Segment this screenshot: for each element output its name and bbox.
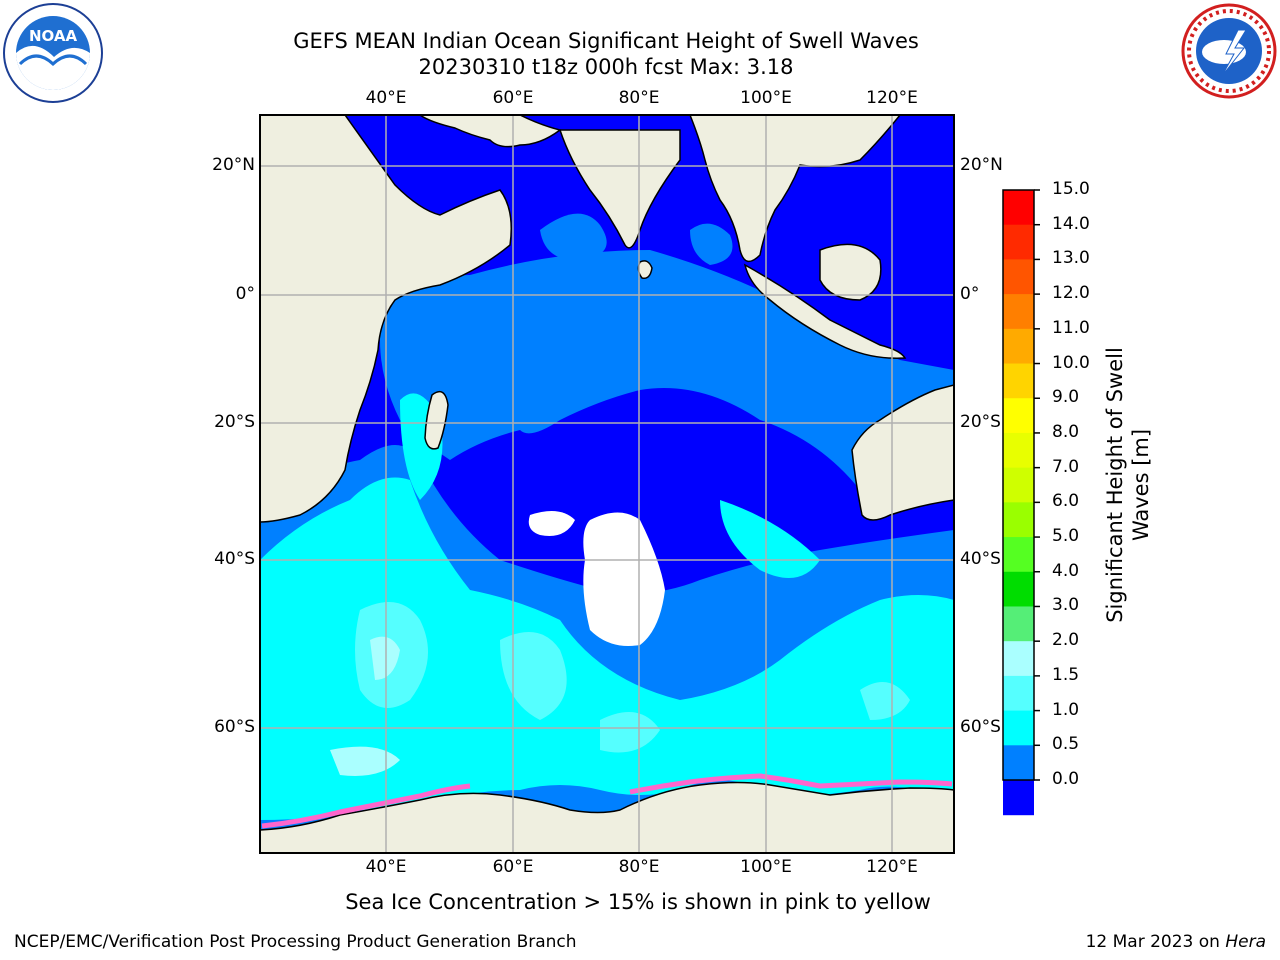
colorbar-swatch bbox=[1003, 259, 1034, 295]
colorbar-tick-label: 11.0 bbox=[1052, 317, 1090, 338]
colorbar-frame bbox=[1002, 189, 1035, 781]
colorbar-swatch bbox=[1003, 675, 1034, 712]
colorbar-swatch bbox=[1003, 745, 1034, 781]
colorbar-swatch bbox=[1003, 571, 1034, 607]
colorbar-swatch bbox=[1003, 537, 1034, 573]
lon-label-bottom: 100°E bbox=[740, 857, 792, 877]
colorbar-title: Significant Height of Swell Waves [m] bbox=[1102, 347, 1154, 623]
colorbar-tick-label: 14.0 bbox=[1052, 213, 1090, 234]
map-frame bbox=[259, 114, 955, 854]
map-subtitle: 20230310 t18z 000h fcst Max: 3.18 bbox=[418, 55, 794, 79]
sea-ice-note: Sea Ice Concentration > 15% is shown in … bbox=[345, 890, 931, 914]
colorbar-swatch bbox=[1003, 780, 1034, 816]
colorbar-tick-label: 7.0 bbox=[1052, 456, 1080, 477]
colorbar-tick-label: 0.5 bbox=[1052, 734, 1080, 755]
colorbar-tick-label: 1.5 bbox=[1052, 664, 1080, 685]
lon-label-top: 120°E bbox=[866, 88, 918, 108]
colorbar-title-line1: Significant Height of Swell bbox=[1103, 347, 1127, 623]
colorbar-tick-label: 0.0 bbox=[1052, 769, 1080, 789]
lon-label-top: 40°E bbox=[365, 88, 407, 108]
lon-label-bottom: 80°E bbox=[618, 857, 660, 877]
colorbar-tick-label: 3.0 bbox=[1052, 595, 1080, 616]
noaa-logo-text: NOAA bbox=[29, 27, 78, 45]
noaa-logo: NOAA bbox=[3, 3, 103, 103]
colorbar-swatch bbox=[1003, 294, 1034, 330]
colorbar-tick-label: 1.0 bbox=[1052, 699, 1080, 720]
colorbar-tick-label: 10.0 bbox=[1052, 352, 1090, 373]
lat-label-right: 20°N bbox=[960, 155, 1003, 175]
colorbar-swatch bbox=[1003, 398, 1034, 434]
colorbar-tick-label: 4.0 bbox=[1052, 560, 1080, 581]
lon-label-top: 80°E bbox=[618, 88, 660, 108]
lat-label-right: 20°S bbox=[960, 412, 1001, 432]
colorbar-swatch bbox=[1003, 190, 1034, 226]
colorbar-tick-label: 15.0 bbox=[1052, 179, 1090, 199]
colorbar-tick-label: 12.0 bbox=[1052, 283, 1090, 304]
colorbar-swatch bbox=[1003, 328, 1034, 365]
lon-label-bottom: 60°E bbox=[492, 857, 534, 877]
lat-label-left: 0° bbox=[235, 284, 255, 304]
footer-date: 12 Mar 2023 on Hera bbox=[1086, 932, 1266, 952]
colorbar-tick-label: 2.0 bbox=[1052, 630, 1080, 651]
footer-host: Hera bbox=[1225, 932, 1266, 952]
colorbar-swatch bbox=[1003, 363, 1034, 399]
colorbar-swatch bbox=[1003, 710, 1034, 746]
colorbar-swatch bbox=[1003, 641, 1034, 677]
lon-label-bottom: 40°E bbox=[365, 857, 407, 877]
footer-credit: NCEP/EMC/Verification Post Processing Pr… bbox=[14, 932, 577, 952]
lat-label-left: 20°N bbox=[212, 155, 255, 175]
lat-label-right: 0° bbox=[960, 284, 980, 304]
colorbar-swatch bbox=[1003, 502, 1034, 538]
colorbar-swatch bbox=[1003, 224, 1034, 260]
colorbar-swatch bbox=[1003, 432, 1034, 469]
colorbar-tick-label: 13.0 bbox=[1052, 248, 1090, 269]
graticule bbox=[260, 115, 954, 853]
colorbar-tick-label: 8.0 bbox=[1052, 421, 1080, 442]
lat-label-right: 40°S bbox=[960, 549, 1001, 569]
colorbar-title-line2: Waves [m] bbox=[1129, 428, 1153, 542]
colorbar-swatch bbox=[1003, 467, 1034, 503]
nws-logo bbox=[1181, 3, 1277, 99]
lat-label-left: 20°S bbox=[214, 412, 255, 432]
colorbar-tick-label: 5.0 bbox=[1052, 526, 1080, 547]
swell-height-field bbox=[260, 115, 954, 853]
map-title: GEFS MEAN Indian Ocean Significant Heigh… bbox=[293, 29, 919, 53]
footer-date-text: 12 Mar 2023 on bbox=[1085, 932, 1226, 952]
colorbar-swatch bbox=[1003, 606, 1034, 642]
lon-label-bottom: 120°E bbox=[866, 857, 918, 877]
lat-label-left: 40°S bbox=[214, 549, 255, 569]
lon-label-top: 60°E bbox=[492, 88, 534, 108]
lon-label-top: 100°E bbox=[740, 88, 792, 108]
colorbar bbox=[1003, 189, 1040, 816]
lat-label-right: 60°S bbox=[960, 717, 1001, 737]
colorbar-tick-label: 6.0 bbox=[1052, 491, 1080, 512]
lat-label-left: 60°S bbox=[214, 717, 255, 737]
colorbar-tick-label: 9.0 bbox=[1052, 387, 1080, 408]
